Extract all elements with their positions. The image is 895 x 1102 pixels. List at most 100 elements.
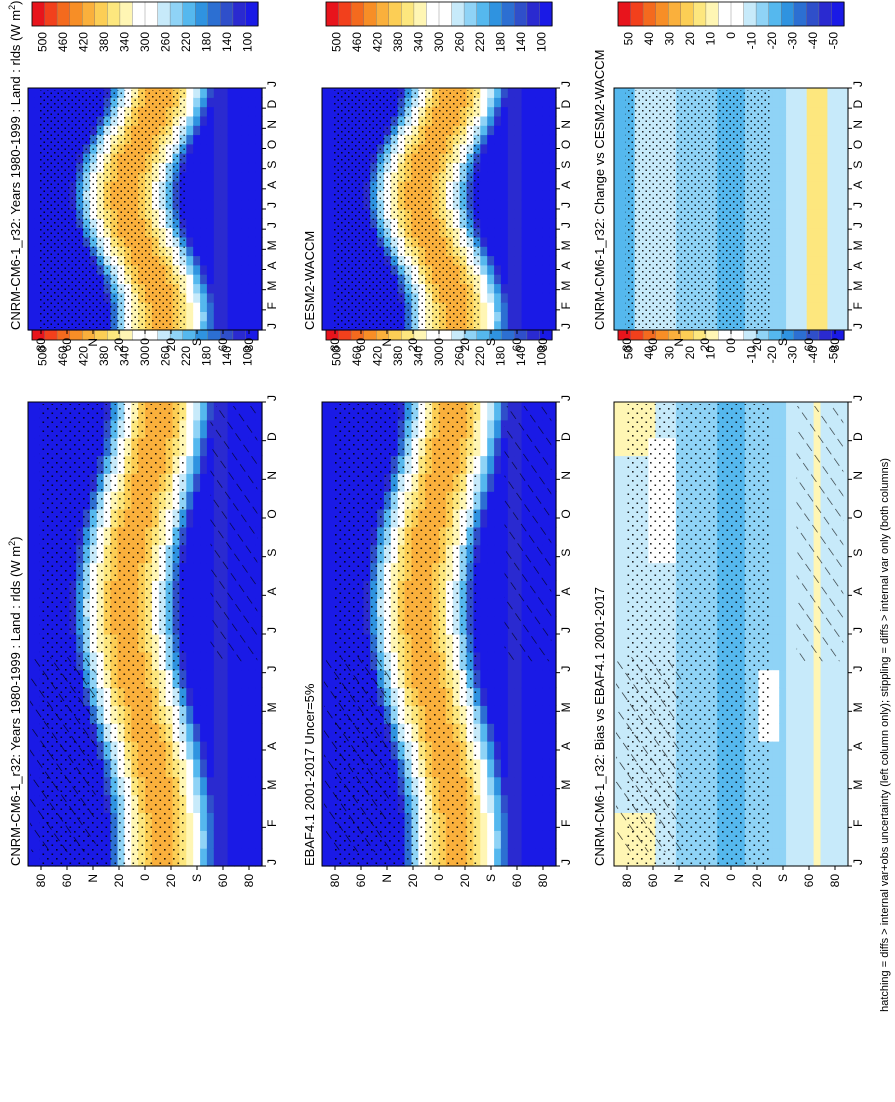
field-cell	[200, 491, 208, 510]
lat-tick-label: 20	[406, 338, 420, 352]
field-cell	[535, 812, 543, 831]
field-cell	[487, 246, 495, 257]
field-cell	[521, 246, 530, 257]
field-cell	[480, 758, 488, 778]
field-cell	[549, 812, 557, 831]
field-cell	[200, 776, 208, 796]
field-cell	[535, 88, 543, 98]
field-cell	[535, 705, 543, 724]
field-cell	[248, 171, 256, 182]
field-cell	[834, 741, 842, 760]
field-cell	[220, 723, 229, 742]
field-cell	[494, 419, 502, 439]
field-cell	[255, 320, 263, 331]
field-cell	[241, 115, 249, 126]
field-cell	[542, 292, 550, 303]
field-cell	[255, 274, 263, 285]
field-cell	[200, 153, 208, 164]
field-cell	[200, 419, 208, 439]
field-cell	[255, 723, 263, 742]
field-cell	[514, 88, 523, 98]
field-cell	[200, 199, 208, 210]
field-cell	[234, 88, 242, 98]
colorbar-tick-label: 260	[159, 32, 173, 52]
field-cell	[200, 562, 208, 581]
field-cell	[535, 776, 543, 796]
field-cell	[322, 171, 330, 182]
field-cell	[241, 153, 249, 164]
field-cell	[34, 320, 43, 331]
field-cell	[241, 162, 249, 173]
field-cell	[614, 209, 622, 219]
field-cell	[322, 88, 330, 98]
field-cell	[514, 143, 523, 154]
field-cell	[213, 143, 222, 154]
field-cell	[620, 302, 629, 312]
field-cell	[521, 741, 530, 760]
field-cell	[494, 705, 502, 724]
field-cell	[528, 274, 536, 285]
field-cell	[213, 705, 222, 724]
month-tick-label: O	[265, 509, 279, 518]
field-cell	[841, 526, 849, 546]
field-cell	[193, 794, 201, 813]
field-cell	[500, 794, 509, 813]
field-cell	[193, 723, 201, 742]
month-tick-label: J	[559, 859, 573, 865]
field-cell	[480, 705, 488, 724]
lat-tick-label: 20	[112, 874, 126, 888]
field-cell	[227, 143, 236, 154]
field-cell	[514, 311, 523, 322]
field-cell	[200, 723, 208, 742]
field-cell	[528, 687, 536, 706]
field-cell	[494, 723, 502, 742]
month-tick-label: D	[559, 100, 573, 109]
field-cell	[328, 227, 337, 238]
field-cell	[193, 209, 201, 219]
field-cell	[200, 402, 208, 421]
field-cell	[494, 227, 502, 238]
month-tick-label: J	[265, 395, 279, 401]
field-cell	[620, 162, 629, 173]
field-cell	[834, 848, 842, 867]
field-cell	[521, 283, 530, 294]
field-cell	[507, 264, 516, 275]
field-cell	[772, 526, 780, 546]
field-cell	[549, 209, 557, 219]
field-cell	[28, 544, 36, 564]
field-cell	[500, 741, 509, 760]
month-tick-label: A	[559, 181, 573, 189]
field-cell	[542, 320, 550, 331]
field-cell	[255, 115, 263, 126]
field-cell	[480, 153, 488, 164]
month-tick-label: N	[559, 120, 573, 129]
field-cell	[786, 848, 794, 867]
field-cell	[322, 274, 330, 285]
field-cell	[227, 236, 236, 247]
field-cell	[549, 143, 557, 154]
field-cell	[813, 812, 822, 831]
field-cell	[322, 218, 330, 229]
field-cell	[255, 651, 263, 671]
month-tick-label: A	[559, 587, 573, 595]
month-tick-label: F	[265, 820, 279, 827]
month-tick-label: J	[265, 859, 279, 865]
field-cell	[28, 236, 36, 247]
colorbar-swatch	[501, 1, 516, 27]
field-cell	[234, 106, 242, 117]
field-cell	[521, 669, 530, 689]
field-cell	[542, 830, 550, 849]
colorbar-tick-label: -10	[745, 346, 759, 364]
field-cell	[220, 162, 229, 173]
field-cell	[200, 97, 208, 108]
field-cell	[480, 209, 488, 219]
field-cell	[500, 236, 509, 247]
field-cell	[220, 88, 229, 98]
field-cell	[200, 455, 208, 474]
field-cell	[220, 125, 229, 136]
field-cell	[34, 190, 43, 201]
field-cell	[494, 264, 502, 275]
field-cell	[227, 255, 236, 266]
field-cell	[234, 227, 242, 238]
field-cell	[494, 218, 502, 229]
